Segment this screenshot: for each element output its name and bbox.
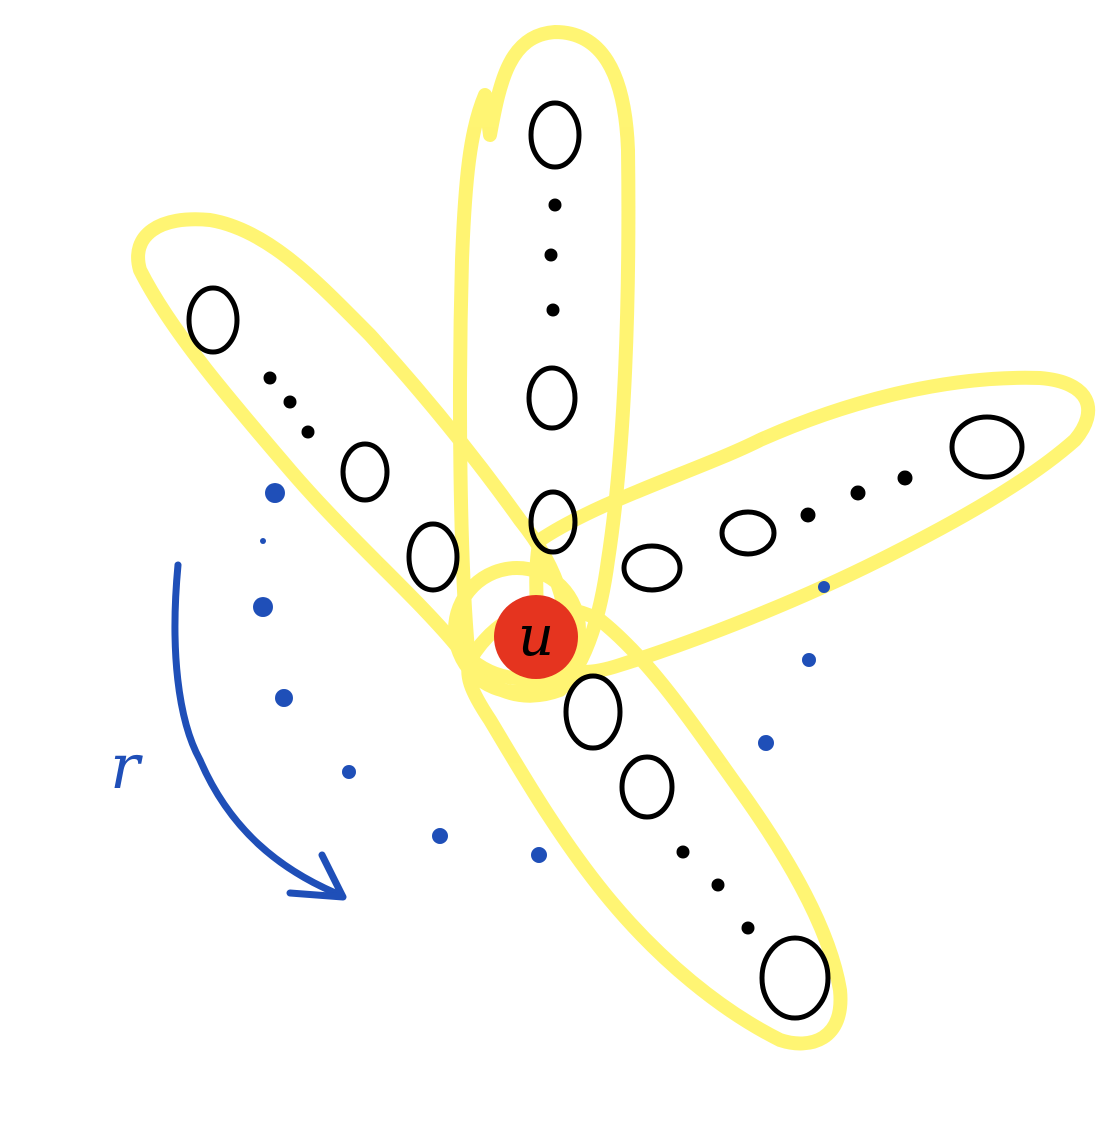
- rotation-label: r: [110, 730, 143, 803]
- ellipsis-dot: [283, 395, 297, 409]
- ellipsis-dot: [263, 371, 277, 385]
- blue-dot: [818, 581, 830, 593]
- vertex-node: [528, 489, 578, 555]
- petal-bottom-highlight: [461, 601, 848, 1051]
- petal-top-vertices: [526, 100, 582, 555]
- ellipsis-dot: [546, 303, 560, 317]
- petal-right-vertices: [621, 414, 1025, 593]
- petal-highlights: [131, 25, 1096, 1051]
- ellipsis-dot: [897, 470, 913, 486]
- ellipsis-dot: [301, 425, 315, 439]
- ellipsis-dot: [850, 485, 866, 501]
- center-highlight: [448, 561, 586, 699]
- vertex-node: [621, 543, 683, 593]
- vertex-node: [528, 100, 582, 170]
- ellipsis-dot: [711, 878, 725, 892]
- blue-dot: [432, 828, 448, 844]
- center-vertex-label: u: [518, 604, 554, 669]
- curved-arrow-icon: [171, 561, 347, 901]
- ellipsis-dot: [548, 198, 562, 212]
- blue-dot: [275, 689, 293, 707]
- blue-dot: [265, 483, 285, 503]
- blue-dot: [802, 653, 816, 667]
- vertex-node: [759, 935, 831, 1021]
- vertex-node: [619, 754, 675, 820]
- additional-petals-dots: [253, 483, 830, 863]
- vertex-node: [186, 285, 240, 355]
- center-vertex: u: [494, 595, 578, 679]
- arrow-head: [286, 851, 347, 901]
- ellipsis-dot: [800, 507, 816, 523]
- vertex-node: [563, 673, 623, 751]
- vertex-node: [719, 509, 777, 557]
- vertex-node: [526, 365, 578, 431]
- blue-dot: [342, 765, 356, 779]
- vertex-node: [406, 521, 460, 593]
- blue-dot: [253, 597, 273, 617]
- vertex-node: [340, 441, 390, 503]
- ellipsis-dot: [676, 845, 690, 859]
- arrow-shaft: [171, 561, 344, 899]
- ellipsis-dot: [544, 248, 558, 262]
- petal-left-vertices: [186, 285, 460, 593]
- petal-left-highlight: [131, 212, 573, 686]
- petal-bottom-vertices: [563, 673, 831, 1021]
- blue-dot: [260, 538, 266, 544]
- blue-dot: [531, 847, 547, 863]
- vertex-node: [949, 414, 1025, 480]
- center-vertex-disc: [494, 595, 578, 679]
- ellipsis-dot: [741, 921, 755, 935]
- blue-dot: [758, 735, 774, 751]
